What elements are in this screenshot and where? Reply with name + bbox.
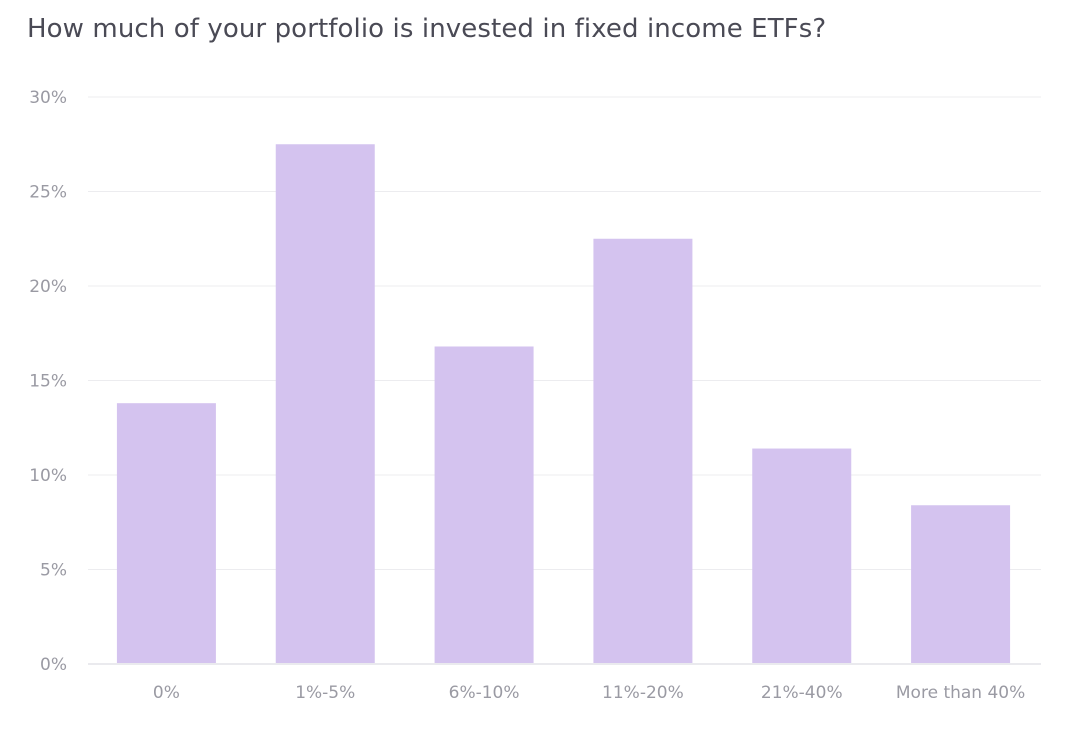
x-tick-label: 0% — [153, 683, 180, 703]
y-tick-label: 15% — [29, 372, 67, 392]
x-tick-label: More than 40% — [896, 683, 1025, 703]
y-axis-ticks: 0% 5% 10% 15% 20% 25% 30% — [29, 88, 67, 675]
bar-1[interactable]: 0%: 13.8% — [116, 403, 216, 663]
bar-3[interactable]: 6%-10%: 16.8% — [434, 346, 534, 663]
y-tick-label: 20% — [29, 277, 67, 297]
x-tick-label: 1%-5% — [295, 683, 355, 703]
bar-5[interactable]: 21%-40%: 11.4% — [752, 448, 852, 663]
y-tick-label: 10% — [29, 466, 67, 486]
bar-6[interactable]: More than 40%: 8.4% — [911, 505, 1011, 663]
y-tick-label: 30% — [29, 88, 67, 108]
x-tick-label: 21%-40% — [761, 683, 843, 703]
grid-lines — [88, 96, 1041, 665]
y-tick-label: 5% — [40, 561, 67, 581]
x-tick-label: 6%-10% — [449, 683, 520, 703]
bar-4[interactable]: 11%-20%: 22.5% — [593, 238, 693, 663]
y-tick-label: 25% — [29, 183, 67, 203]
bars: 0%: 13.8% 1%-5%: 27.5% 6%-10%: 16.8% 11%-20… — [116, 144, 1011, 663]
x-tick-label: 11%-20% — [602, 683, 684, 703]
chart-title: How much of your portfolio is invested i… — [27, 14, 827, 44]
y-tick-label: 0% — [40, 655, 67, 675]
bar-2[interactable]: 1%-5%: 27.5% — [275, 144, 375, 663]
x-axis-ticks: 0% 1%-5% 6%-10% 11%-20% 21%-40% More than 40% — [153, 683, 1025, 703]
